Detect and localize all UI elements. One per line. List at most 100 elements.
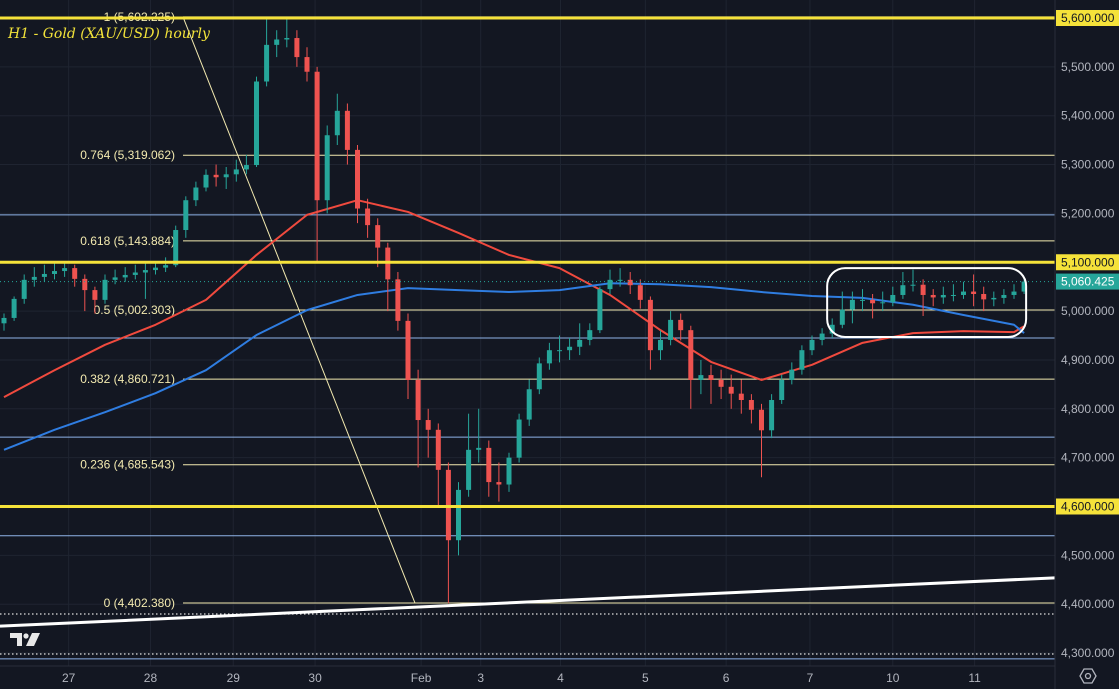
candle <box>981 286 987 312</box>
candle <box>112 269 118 285</box>
candle <box>284 17 290 48</box>
candle-body <box>759 409 764 431</box>
candle <box>920 279 926 316</box>
candle-body <box>496 482 502 485</box>
candle-body <box>516 419 522 458</box>
candle-body <box>900 285 906 295</box>
candle <box>1 313 7 331</box>
candle <box>799 345 805 375</box>
candle <box>243 154 249 175</box>
candle <box>698 359 704 395</box>
candle <box>183 196 189 238</box>
fib-level-label: 0.764 (5,319.062) <box>80 148 175 162</box>
candle-body <box>375 225 381 248</box>
candle <box>304 47 310 82</box>
candle <box>324 125 330 214</box>
candle-body <box>254 81 259 166</box>
fib-level-label: 0 (4,402.380) <box>104 596 175 610</box>
moving-average-blue <box>3 282 1025 451</box>
price-tick-label: 4,400.000 <box>1061 597 1115 611</box>
candle <box>627 272 633 295</box>
last-price-label: 5,060.425 <box>1061 275 1115 289</box>
candle <box>314 66 320 263</box>
candle <box>274 30 280 58</box>
candle-body <box>607 279 613 290</box>
candle-body <box>1011 291 1017 295</box>
candle-body <box>21 279 27 299</box>
candle-body <box>819 333 825 340</box>
candle-body <box>839 309 845 325</box>
candle-body <box>435 429 441 470</box>
candle <box>637 279 643 309</box>
candle <box>132 264 138 280</box>
candle <box>708 364 714 404</box>
chart-title: H1 - Gold (XAU/USD) hourly <box>8 26 210 42</box>
key-level-price-tag <box>1056 498 1119 515</box>
candle-body <box>233 169 239 175</box>
candle <box>456 482 461 556</box>
candle <box>486 440 492 497</box>
candle-body <box>456 489 461 541</box>
candle-body <box>405 320 411 380</box>
candle <box>264 18 270 87</box>
settings-gear-icon[interactable] <box>1079 667 1097 685</box>
price-tick-label: 5,200.000 <box>1061 206 1115 220</box>
candle-body <box>486 447 492 483</box>
candle <box>748 394 754 424</box>
candle <box>1011 284 1017 299</box>
candle-body <box>981 294 987 300</box>
candle-body <box>203 174 209 188</box>
candle <box>668 311 674 346</box>
candle-body <box>223 174 229 178</box>
candle-body <box>1 317 7 324</box>
candle-body <box>1001 294 1007 298</box>
time-tick-label: 4 <box>557 671 564 685</box>
candle-body <box>688 330 694 380</box>
candle <box>536 357 542 395</box>
candle <box>496 462 502 502</box>
candle-body <box>274 39 280 45</box>
candle-body <box>173 230 179 266</box>
candle <box>728 374 734 409</box>
candle-body <box>708 375 714 380</box>
candle-body <box>82 278 88 291</box>
candle-body <box>870 299 876 304</box>
tradingview-logo[interactable] <box>10 633 40 646</box>
candle-body <box>961 291 966 295</box>
logo-shape <box>26 633 40 646</box>
fib-level-label: 0.382 (4,860.721) <box>80 372 175 386</box>
candle-body <box>314 71 320 201</box>
candle <box>365 198 371 238</box>
price-axis[interactable] <box>1055 0 1119 689</box>
candle <box>738 379 744 414</box>
candle <box>142 262 148 299</box>
candle <box>759 403 764 478</box>
candle <box>31 267 37 287</box>
candle-body <box>294 38 300 58</box>
support-trendline[interactable] <box>0 576 1056 628</box>
candle <box>880 291 886 312</box>
candle <box>587 323 593 346</box>
candle-body <box>112 277 118 280</box>
highlight-box[interactable] <box>826 267 1028 338</box>
candle <box>41 264 47 282</box>
candle <box>122 267 128 282</box>
candle <box>476 408 482 463</box>
candle-body <box>11 298 17 318</box>
candle <box>375 218 381 268</box>
candle <box>829 318 835 338</box>
candle <box>102 274 108 304</box>
candle-body <box>738 393 744 401</box>
candle-body <box>557 350 562 352</box>
time-tick-label: 10 <box>886 671 900 685</box>
candle <box>688 325 694 409</box>
candle-body <box>466 449 472 490</box>
candles <box>1 17 1027 604</box>
candle <box>506 452 512 492</box>
candle <box>21 274 27 304</box>
candle <box>567 337 573 360</box>
candle-body <box>355 149 360 209</box>
key-level-price-tag <box>1056 10 1119 26</box>
candle <box>526 379 532 426</box>
